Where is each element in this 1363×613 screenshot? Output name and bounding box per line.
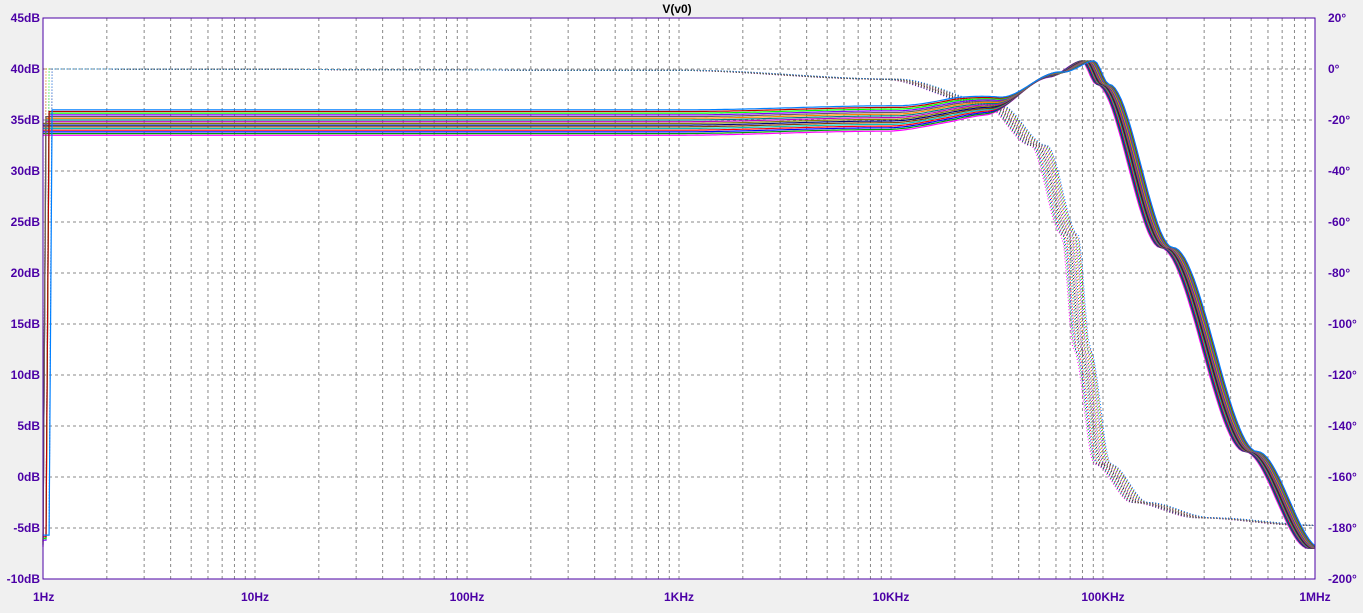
y-left-tick-label: 35dB (11, 113, 41, 127)
magnitude-trace (43, 60, 1315, 549)
magnitude-trace (42, 60, 1316, 549)
y-right-tick-label: -100° (1328, 317, 1357, 331)
x-tick-label: 10Hz (241, 590, 269, 604)
magnitude-trace (43, 60, 1315, 549)
y-right-tick-label: -20° (1328, 113, 1350, 127)
y-left-tick-label: 10dB (11, 368, 41, 382)
x-tick-label: 1MHz (1299, 590, 1330, 604)
y-left-tick-label: 45dB (11, 11, 41, 25)
x-tick-label: 100Hz (450, 590, 485, 604)
y-left-tick-label: 25dB (11, 215, 41, 229)
phase-trace (43, 68, 1316, 526)
y-right-tick-label: 0° (1328, 62, 1340, 76)
y-left-tick-label: 15dB (11, 317, 41, 331)
y-left-tick-label: 30dB (11, 164, 41, 178)
magnitude-trace (43, 60, 1316, 547)
y-left-tick-label: 40dB (11, 62, 41, 76)
axis-labels: 45dB 40dB 35dB 30dB 25dB 20dB 15dB 10dB 5dB 0dB -5… (7, 11, 1357, 604)
y-left-tick-label: 0dB (17, 470, 40, 484)
x-tick-label: 10KHz (873, 590, 910, 604)
series-layer (42, 60, 1316, 549)
y-right-tick-label: -40° (1328, 164, 1350, 178)
magnitude-trace (43, 60, 1316, 547)
chart-title: V(v0) (662, 2, 691, 16)
magnitude-trace (43, 60, 1316, 548)
y-right-tick-label: -80° (1328, 266, 1350, 280)
y-left-tick-label: -5dB (13, 521, 40, 535)
y-right-tick-label: -120° (1328, 368, 1357, 382)
magnitude-trace (42, 60, 1316, 549)
plot-frame (42, 17, 1316, 580)
magnitude-trace (42, 60, 1316, 549)
y-left-tick-label: 20dB (11, 266, 41, 280)
y-right-tick-label: -180° (1328, 521, 1357, 535)
y-right-tick-label: -200° (1328, 572, 1357, 586)
x-tick-label: 1KHz (664, 590, 694, 604)
magnitude-trace (43, 60, 1316, 548)
y-left-tick-label: -10dB (7, 572, 41, 586)
x-tick-label: 100KHz (1081, 590, 1124, 604)
x-tick-label: 1Hz (33, 590, 54, 604)
y-left-tick-label: 5dB (17, 419, 40, 433)
y-right-tick-label: -160° (1328, 470, 1357, 484)
y-right-tick-label: -140° (1328, 419, 1357, 433)
y-right-tick-label: -60° (1328, 215, 1350, 229)
y-right-tick-label: 20° (1328, 11, 1346, 25)
